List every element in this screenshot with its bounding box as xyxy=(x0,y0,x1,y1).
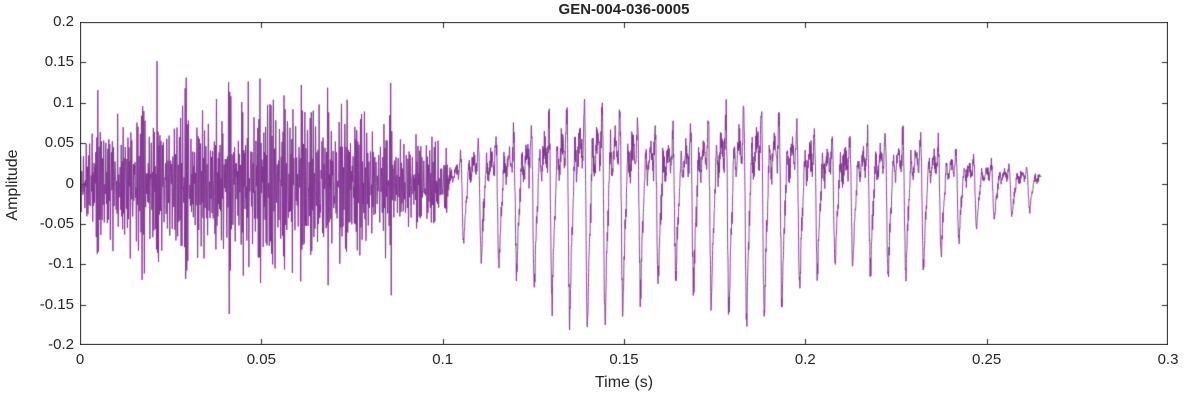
x-tick-label: 0.3 xyxy=(1157,351,1179,368)
x-tick-label: 0.15 xyxy=(609,351,639,368)
y-tick-label: 0.2 xyxy=(53,13,74,30)
x-tick-label: 0.25 xyxy=(972,351,1002,368)
x-axis-label: Time (s) xyxy=(594,374,654,391)
x-tick-label: 0.2 xyxy=(794,351,816,368)
y-tick-label: 0 xyxy=(65,174,74,192)
y-tick-label: -0.1 xyxy=(48,255,74,273)
y-tick-label: 0.15 xyxy=(44,53,74,71)
y-tick-label: -0.2 xyxy=(48,336,74,353)
x-tick-label: 0.1 xyxy=(432,351,454,368)
y-tick-label: -0.05 xyxy=(39,214,74,232)
y-tick-label: 0.05 xyxy=(44,134,74,152)
waveform-plot-canvas xyxy=(80,22,1168,345)
x-tick-label: 0 xyxy=(75,351,85,368)
y-tick-label: -0.15 xyxy=(39,295,74,313)
y-tick-label: 0.1 xyxy=(53,93,74,111)
plot-title: GEN-004-036-0005 xyxy=(558,1,690,18)
x-tick-label: 0.05 xyxy=(246,351,276,368)
